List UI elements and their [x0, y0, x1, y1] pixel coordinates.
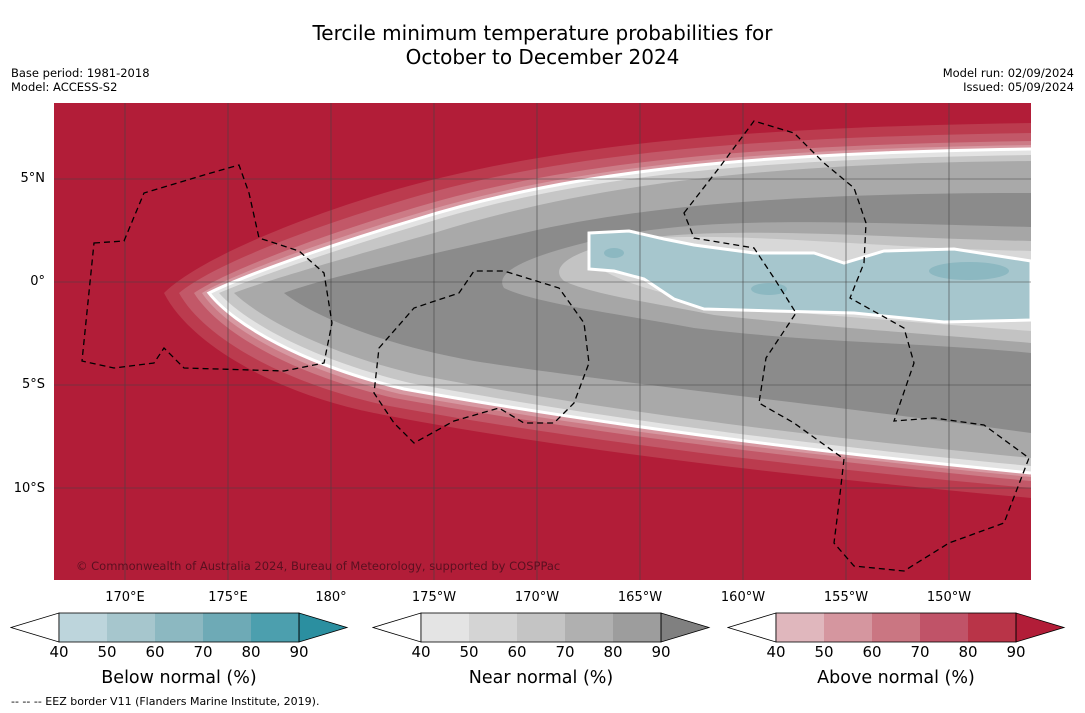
lat-label-5s: 5°S	[21, 377, 45, 392]
colorbar-above-arrow-high	[1015, 612, 1066, 643]
colorbar-near-seg-2	[469, 613, 517, 642]
colorbar-above-normal	[727, 612, 1066, 643]
cb-near-tick: 90	[651, 643, 671, 661]
model-run-date: Model run: 02/09/2024	[942, 66, 1074, 80]
colorbar-title-near: Near normal (%)	[468, 668, 614, 688]
below-normal-patch	[929, 262, 1009, 280]
colorbar-above-seg-1	[776, 613, 824, 642]
tercile-boundary-line	[206, 147, 1031, 475]
eez-borders	[81, 120, 1030, 572]
colorbar-below-seg-4	[203, 613, 251, 642]
map-grid	[54, 103, 1031, 580]
colorbar-near-seg-1	[421, 613, 469, 642]
cb-near-tick: 40	[411, 643, 431, 661]
cb-above-tick: 90	[1006, 643, 1026, 661]
colorbar-above-seg-5	[968, 613, 1016, 642]
copyright-text: © Commonwealth of Australia 2024, Bureau…	[76, 559, 560, 573]
cb-above-tick: 80	[958, 643, 978, 661]
colorbar-below-normal	[10, 612, 349, 643]
colorbar-above-seg-3	[872, 613, 920, 642]
lon-label-150w: 150°W	[926, 590, 972, 605]
cb-below-tick: 90	[289, 643, 309, 661]
colorbar-near-arrow-high	[660, 612, 711, 643]
probability-map: © Commonwealth of Australia 2024, Bureau…	[54, 103, 1031, 580]
cb-above-tick: 60	[862, 643, 882, 661]
lon-label-165w: 165°W	[617, 590, 663, 605]
eez-legend-note: -- -- -- EEZ border V11 (Flanders Marine…	[11, 695, 320, 708]
issued-date: Issued: 05/09/2024	[963, 80, 1074, 94]
cb-above-tick: 70	[910, 643, 930, 661]
lat-label-5n: 5°N	[20, 171, 46, 186]
colorbar-above-arrow-low	[727, 612, 777, 643]
cb-below-tick: 50	[97, 643, 117, 661]
colorbar-below-seg-1	[59, 613, 107, 642]
base-period: Base period: 1981-2018	[11, 66, 150, 80]
cb-above-tick: 40	[766, 643, 786, 661]
colorbar-above-seg-4	[920, 613, 968, 642]
cb-below-tick: 80	[241, 643, 261, 661]
colorbar-near-seg-4	[565, 613, 613, 642]
lon-label-175w: 175°W	[411, 590, 457, 605]
chart-title-line-2: October to December 2024	[405, 45, 680, 69]
lon-label-180: 180°	[315, 590, 347, 605]
colorbar-near-seg-5	[613, 613, 661, 642]
lat-label-10s: 10°S	[13, 481, 45, 496]
cb-below-tick: 60	[145, 643, 165, 661]
colorbar-below-arrow-low	[10, 612, 60, 643]
colorbar-below-seg-5	[251, 613, 299, 642]
lon-label-170e: 170°E	[105, 590, 145, 605]
colorbar-near-arrow-low	[372, 612, 422, 643]
colorbar-above-seg-2	[824, 613, 872, 642]
run-info: Model run: 02/09/2024 Issued: 05/09/2024	[943, 66, 1074, 94]
cb-near-tick: 80	[603, 643, 623, 661]
lon-label-160w: 160°W	[720, 590, 766, 605]
lon-label-175e: 175°E	[208, 590, 248, 605]
cb-near-tick: 50	[459, 643, 479, 661]
cb-near-tick: 70	[555, 643, 575, 661]
cb-above-tick: 50	[814, 643, 834, 661]
colorbar-near-seg-3	[517, 613, 565, 642]
below-normal-patch-3	[604, 248, 624, 258]
base-info: Base period: 1981-2018 Model: ACCESS-S2	[11, 66, 150, 94]
colorbar-below-seg-3	[155, 613, 203, 642]
lon-label-155w: 155°W	[823, 590, 869, 605]
cb-below-tick: 40	[49, 643, 69, 661]
colorbar-title-above: Above normal (%)	[817, 668, 975, 688]
model-name: Model: ACCESS-S2	[11, 80, 118, 94]
chart-title-line-1: Tercile minimum temperature probabilitie…	[312, 21, 773, 45]
colorbar-title-below: Below normal (%)	[101, 668, 257, 688]
cb-near-tick: 60	[507, 643, 527, 661]
lon-label-170w: 170°W	[514, 590, 560, 605]
colorbar-below-seg-2	[107, 613, 155, 642]
colorbar-below-arrow-high	[298, 612, 349, 643]
colorbar-near-normal	[372, 612, 711, 643]
cb-below-tick: 70	[193, 643, 213, 661]
below-normal-band-40	[587, 229, 1031, 324]
below-normal-patch-2	[751, 283, 787, 295]
lat-label-0: 0°	[30, 274, 45, 289]
